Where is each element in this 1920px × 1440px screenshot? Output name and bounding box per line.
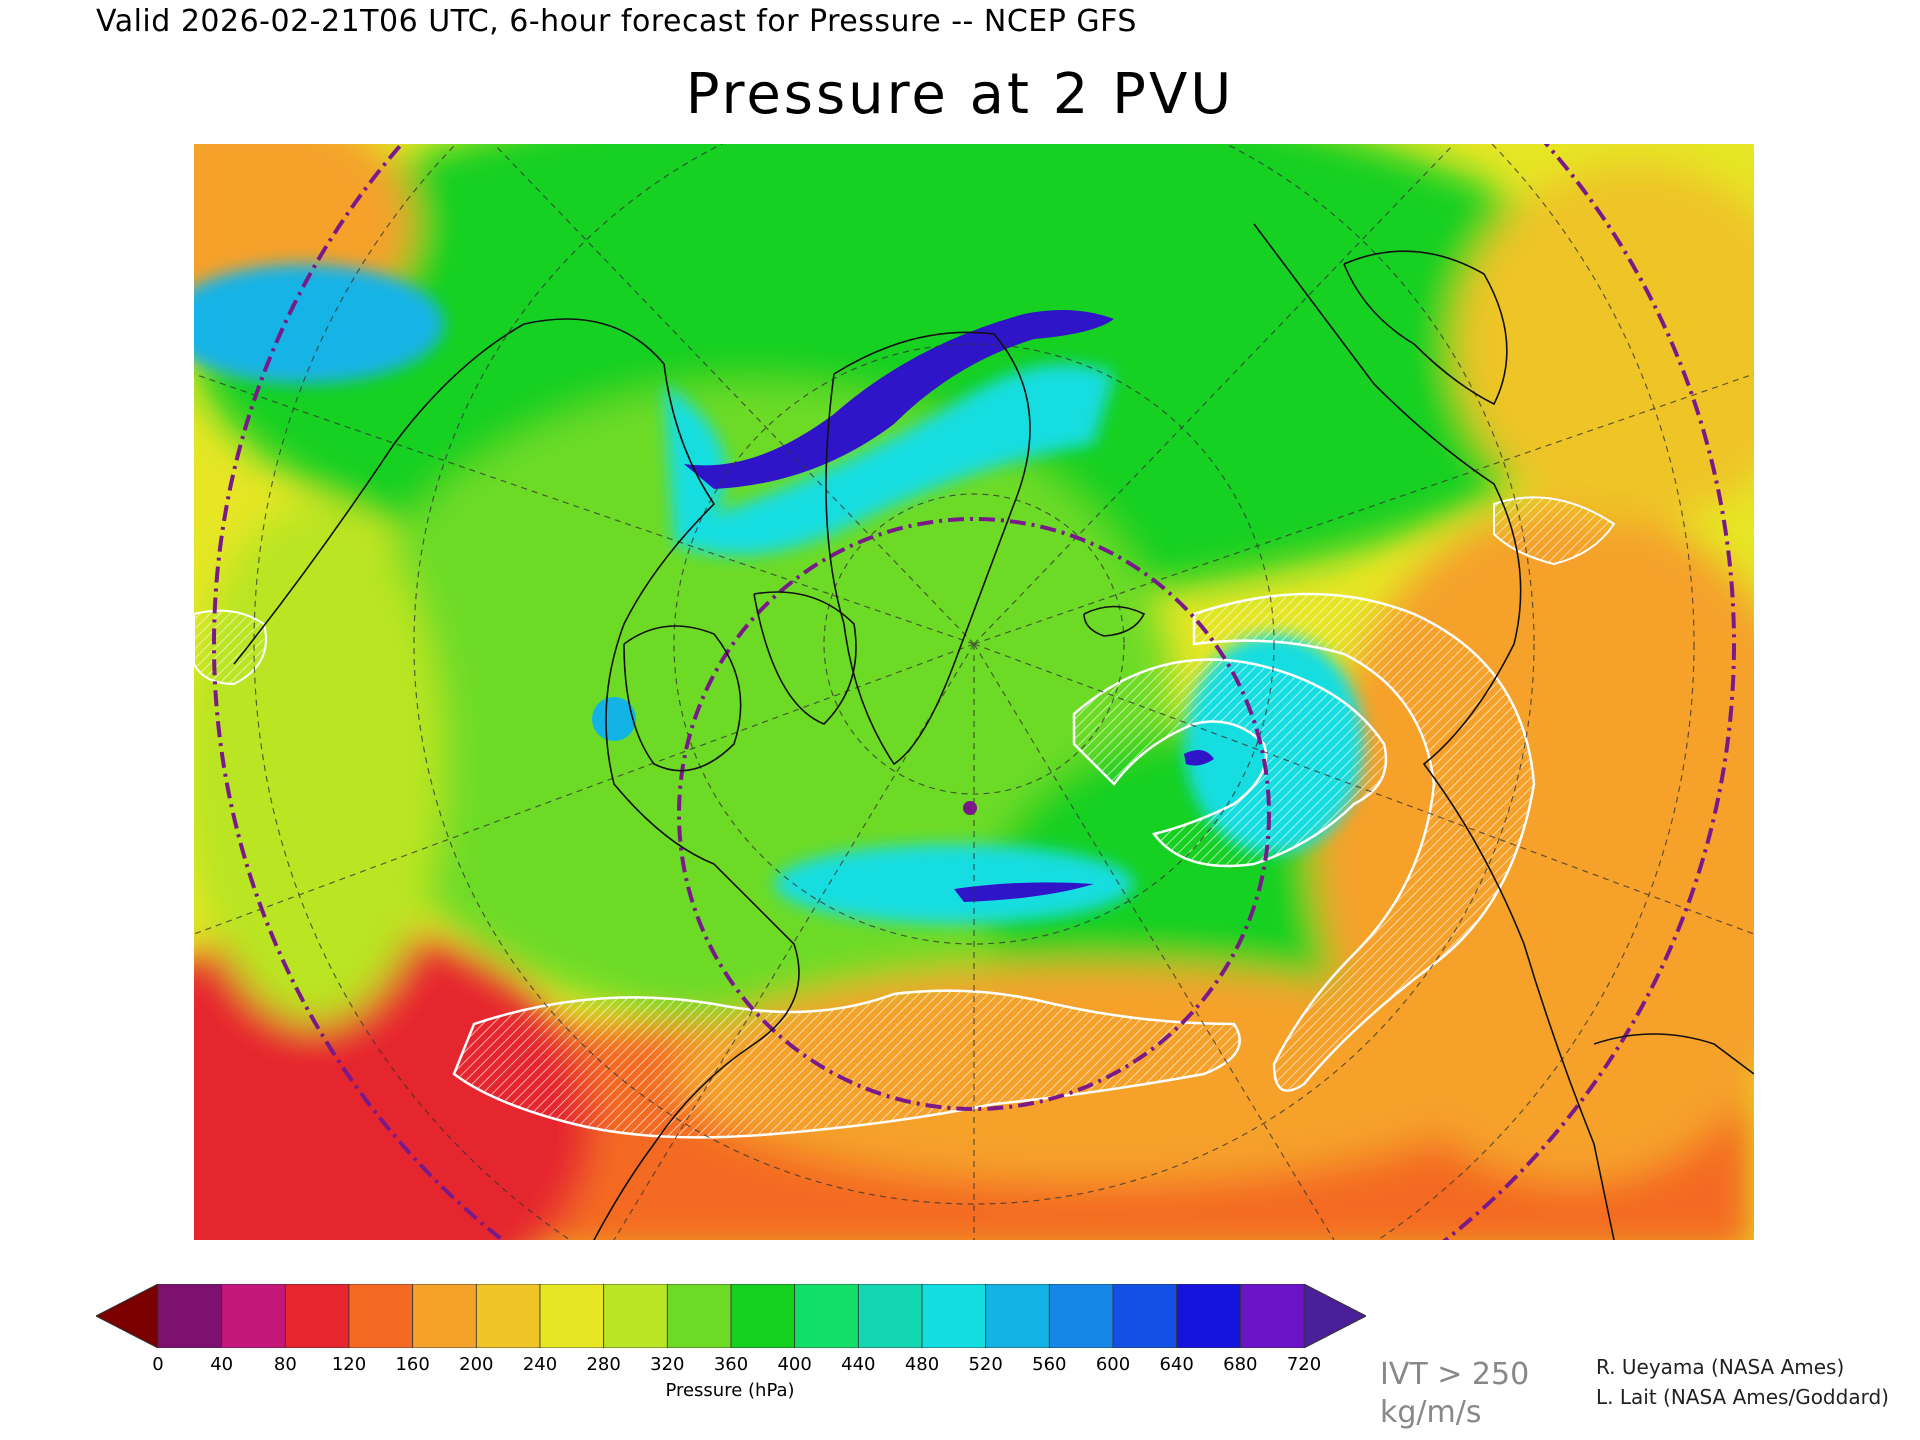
graticule-meridian-3 — [973, 144, 1455, 645]
colorbar-tick-label: 560 — [1032, 1354, 1067, 1375]
coastline-europe — [1253, 223, 1615, 1240]
colorbar-cell — [348, 1284, 414, 1348]
graticule-lat-40 — [253, 144, 1695, 1240]
field-purple-labrador-streamer — [954, 882, 1094, 902]
field-cyan-arctic-band — [664, 364, 1114, 556]
reference-circle-inner — [677, 517, 1271, 1111]
colorbar-tick-label: 200 — [459, 1354, 494, 1375]
graticule-lat-70 — [673, 343, 1275, 945]
coastline-north-america — [233, 318, 800, 1240]
coastline-scandinavia — [1343, 250, 1508, 406]
colorbar-tick-label: 600 — [1095, 1354, 1131, 1375]
colorbar-tick-label: 680 — [1223, 1354, 1258, 1375]
map-title: Pressure at 2 PVU — [685, 62, 1235, 127]
ivt-units-label: kg/m/s — [1380, 1395, 1482, 1430]
colorbar-cell — [412, 1284, 477, 1348]
colorbar-cell — [1048, 1284, 1114, 1348]
coastline-greenland — [825, 331, 1031, 766]
graticule-meridian-2 — [493, 144, 975, 645]
colorbar-extend-high — [1303, 1284, 1366, 1348]
colorbar-cell — [1112, 1284, 1178, 1348]
pressure-map — [194, 144, 1754, 1240]
graticule-meridian-7 — [194, 373, 975, 645]
graticule-meridian-6 — [973, 373, 1754, 645]
colorbar-tick-label: 480 — [904, 1354, 940, 1375]
colorbar-cell — [1239, 1284, 1305, 1348]
colorbar-cell — [730, 1284, 796, 1348]
pole-marker — [963, 801, 977, 815]
graticule-lat-80 — [823, 493, 1125, 795]
reference-circle-outer — [212, 144, 1736, 1240]
colorbar-cell — [157, 1284, 223, 1348]
coastline-iceland — [1083, 605, 1146, 637]
colorbar-cell — [857, 1284, 923, 1348]
colorbar-tick-label: 520 — [968, 1354, 1003, 1375]
colorbar-tick-label: 120 — [331, 1354, 367, 1375]
colorbar-tick-label: 360 — [713, 1354, 749, 1375]
field-yellow-west — [194, 504, 444, 1024]
colorbar-cell — [794, 1284, 859, 1348]
colorbar-title: Pressure (hPa) — [665, 1380, 795, 1401]
colorbar-cell — [539, 1284, 605, 1348]
valid-time-caption: Valid 2026-02-21T06 UTC, 6-hour forecast… — [96, 4, 1137, 39]
ivt-legend: IVT > 250 kg/m/s — [1380, 1356, 1560, 1432]
field-purple-cyclone-core — [1184, 750, 1214, 766]
ivt-region-conveyor — [1192, 592, 1536, 1092]
colorbar-tick-label: 280 — [586, 1354, 621, 1375]
colorbar-cell — [985, 1284, 1050, 1348]
colorbar-cell — [221, 1284, 286, 1348]
colorbar-tick-label: 440 — [841, 1354, 876, 1375]
ivt-region-pacific — [194, 609, 267, 686]
colorbar-cell — [603, 1284, 668, 1348]
graticule-lat-50 — [413, 144, 1535, 1205]
credits: R. Ueyama (NASA Ames) L. Lait (NASA Ames… — [1596, 1352, 1889, 1412]
field-purple-arctic-streamer — [684, 310, 1114, 489]
field-cyan-pacific — [194, 264, 444, 384]
colorbar-tick-label: 160 — [395, 1354, 430, 1375]
colorbar — [96, 1284, 1366, 1348]
colorbar-cell — [475, 1284, 541, 1348]
colorbar-cell — [1176, 1284, 1241, 1348]
colorbar-tick-label: 400 — [777, 1354, 812, 1375]
graticule-meridian-4 — [194, 643, 975, 935]
colorbar-cell — [921, 1284, 987, 1348]
colorbar-extend-low — [96, 1284, 159, 1348]
colorbar-tick-label: 320 — [650, 1354, 685, 1375]
graticule-meridian-5 — [973, 643, 1754, 935]
colorbar-tick-label: 0 — [152, 1354, 164, 1375]
colorbar-tick-label: 720 — [1286, 1354, 1322, 1375]
colorbar-tick-label: 640 — [1159, 1354, 1194, 1375]
colorbar-cell — [666, 1284, 732, 1348]
ivt-region-cyclone — [1072, 658, 1388, 868]
credit-line-1: R. Ueyama (NASA Ames) — [1596, 1355, 1845, 1379]
coastline-hudson-bay — [623, 625, 742, 772]
field-yellow-northeast — [1454, 164, 1754, 524]
colorbar-tick-label: 240 — [522, 1354, 558, 1375]
field-cyan-vortex — [592, 697, 636, 741]
coastline-baffin — [753, 591, 857, 725]
colorbar-tick-label: 80 — [273, 1354, 297, 1375]
coastline-africa — [1593, 1033, 1754, 1075]
ivt-threshold-label: IVT > 250 — [1380, 1357, 1530, 1392]
colorbar-tick-label: 40 — [210, 1354, 234, 1375]
credit-line-2: L. Lait (NASA Ames/Goddard) — [1596, 1385, 1889, 1409]
colorbar-cell — [284, 1284, 350, 1348]
field-cyan-labrador — [774, 844, 1134, 924]
